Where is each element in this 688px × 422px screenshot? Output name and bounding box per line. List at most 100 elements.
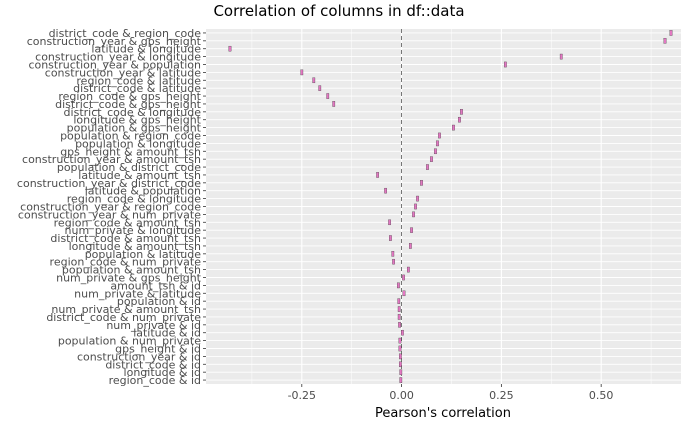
y-tick-label: region_code & gps_height [58, 90, 201, 103]
point-marker [452, 124, 455, 131]
data-point [663, 38, 667, 44]
y-tick-label: construction_year & num_private [18, 208, 201, 221]
point-marker [426, 164, 429, 170]
y-tick-label: construction_year & id [77, 350, 201, 363]
data-point [392, 258, 395, 265]
y-tick-label: population & num_private [58, 335, 201, 348]
data-points [228, 30, 673, 383]
point-marker [312, 77, 316, 84]
y-tick-label: district_code & num_private [46, 311, 201, 324]
point-marker [409, 243, 412, 249]
point-marker [438, 132, 441, 139]
y-tick-label: construction_year & gps_height [27, 35, 202, 48]
y-tick-label: region_code & num_private [50, 256, 202, 269]
data-point [410, 227, 413, 233]
point-marker [669, 30, 673, 36]
point-marker [391, 251, 395, 257]
y-tick-label: region_code & longitude [67, 193, 201, 206]
data-point [397, 298, 401, 304]
data-point [438, 132, 441, 139]
y-tick-label: district_code & amount_tsh [50, 232, 201, 245]
y-tick-label: longitude & id [124, 366, 201, 379]
point-marker [402, 290, 406, 297]
point-marker [407, 266, 410, 273]
y-tick-label: num_private & gps_height [56, 272, 202, 285]
y-tick-label: population & amount_tsh [62, 264, 201, 277]
y-tick-label: population & id [117, 295, 201, 308]
data-point [326, 93, 330, 99]
point-marker [397, 306, 401, 312]
point-marker [399, 361, 402, 368]
point-marker [460, 109, 463, 115]
data-point [434, 148, 437, 155]
point-marker [300, 69, 304, 76]
data-point [412, 211, 415, 218]
point-marker [399, 377, 403, 383]
data-point [389, 235, 392, 241]
point-marker [430, 156, 433, 162]
data-point [398, 345, 402, 352]
data-point [397, 282, 400, 289]
point-marker [399, 353, 402, 360]
y-tick-label: population & district_code [57, 161, 201, 174]
point-marker [384, 187, 387, 194]
y-tick-label: num_private & latitude [74, 287, 201, 300]
data-point [228, 45, 232, 52]
y-tick-label: construction_year & latitude [45, 66, 201, 79]
point-marker [416, 195, 419, 202]
point-marker [398, 337, 402, 344]
y-tick-label: gps_height & id [115, 343, 201, 356]
point-marker [392, 258, 395, 265]
y-tick-label: district_code & latitude [73, 82, 201, 95]
y-tick-label: latitude & population [85, 185, 201, 198]
y-tick-label: district_code & region_code [49, 27, 202, 40]
point-marker [434, 148, 437, 155]
data-point [397, 306, 401, 312]
point-marker [504, 61, 507, 68]
data-point [397, 314, 401, 320]
y-tick-label: region_code & id [109, 374, 201, 387]
data-point [300, 69, 304, 76]
data-point [332, 101, 336, 107]
y-tick-label: construction_year & region_code [20, 201, 201, 214]
point-marker [458, 116, 461, 123]
data-point [399, 369, 403, 375]
data-point [376, 172, 379, 178]
data-point [409, 243, 412, 249]
x-tick-labels: -0.25 0.00 0.25 0.50 [288, 384, 613, 402]
y-tick-label: latitude & id [133, 327, 201, 340]
data-point [402, 290, 406, 297]
y-tick-label: construction_year & population [28, 59, 201, 72]
y-tick-label: district_code & id [105, 358, 201, 371]
data-point [420, 180, 423, 186]
point-marker [436, 140, 439, 147]
x-tick-label: 0.25 [489, 389, 514, 402]
point-marker [228, 45, 232, 52]
y-tick-label: latitude & amount_tsh [78, 169, 201, 182]
point-marker [332, 101, 336, 107]
point-marker [399, 369, 403, 375]
data-point [399, 361, 402, 368]
data-point [416, 195, 419, 202]
gridlines [206, 29, 681, 384]
data-point [458, 116, 461, 123]
point-marker [398, 322, 401, 328]
data-point [436, 140, 439, 147]
data-point [384, 187, 387, 194]
x-axis-label: Pearson's correlation [375, 406, 511, 421]
y-tick-label: amount_tsh & id [110, 279, 201, 292]
y-tick-label: district_code & longitude [64, 106, 202, 119]
data-point [318, 85, 322, 91]
y-tick-label: gps_height & amount_tsh [60, 145, 201, 158]
data-point [402, 274, 405, 281]
y-tick-label: population & region_code [60, 130, 201, 143]
y-tick-label: construction_year & longitude [35, 51, 201, 64]
data-point [401, 329, 404, 336]
y-tick-label: district_code & gps_height [55, 98, 202, 111]
data-point [398, 337, 402, 344]
point-marker [412, 211, 415, 218]
data-point [559, 53, 563, 60]
data-point [414, 203, 417, 210]
y-tick-label: num_private & id [106, 319, 201, 332]
